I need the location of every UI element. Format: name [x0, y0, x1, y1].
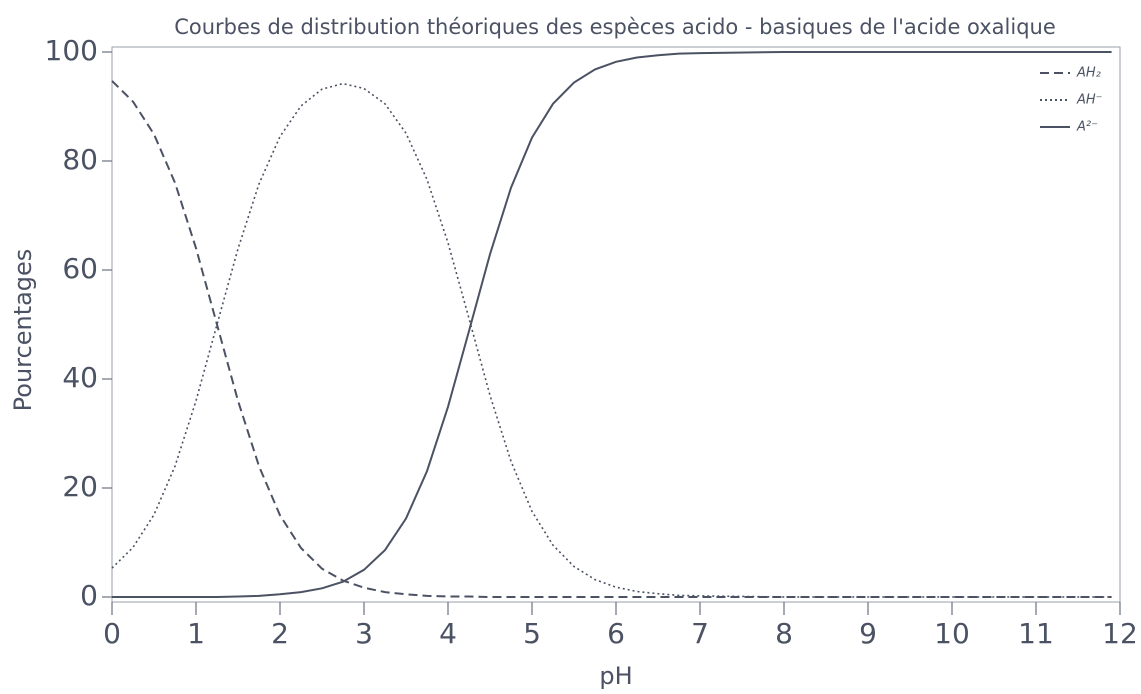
- x-tick-label: 9: [859, 617, 877, 650]
- series-line: [111, 80, 1112, 598]
- legend-label: A²⁻: [1076, 120, 1098, 135]
- y-tick-label: 100: [45, 34, 98, 67]
- legend-label: AH⁻: [1076, 93, 1103, 108]
- x-tick-label: 2: [271, 617, 289, 650]
- x-tick-label: 10: [934, 617, 970, 650]
- x-tick-label: 3: [355, 617, 373, 650]
- x-tick-label: 11: [1018, 617, 1054, 650]
- legend-label: AH₂: [1076, 66, 1101, 81]
- y-tick-label: 40: [62, 361, 98, 394]
- x-tick-label: 1: [187, 617, 205, 650]
- y-tick-label: 60: [62, 252, 98, 285]
- series-line: [111, 82, 1112, 598]
- y-tick-label: 20: [62, 470, 98, 503]
- x-tick-label: 12: [1102, 617, 1138, 650]
- x-tick-label: 7: [691, 617, 709, 650]
- x-tick-label: 0: [103, 617, 121, 650]
- x-axis-label: pH: [599, 662, 632, 690]
- plot-frame: [111, 46, 1121, 603]
- y-tick-label: 80: [62, 143, 98, 176]
- x-tick-label: 6: [607, 617, 625, 650]
- series-line: [112, 51, 1112, 598]
- x-tick-label: 8: [775, 617, 793, 650]
- y-axis-label: Pourcentages: [9, 249, 37, 412]
- x-tick-label: 5: [523, 617, 541, 650]
- chart-title: Courbes de distribution théoriques des e…: [174, 15, 1056, 39]
- y-tick-label: 0: [80, 579, 98, 612]
- x-tick-label: 4: [439, 617, 457, 650]
